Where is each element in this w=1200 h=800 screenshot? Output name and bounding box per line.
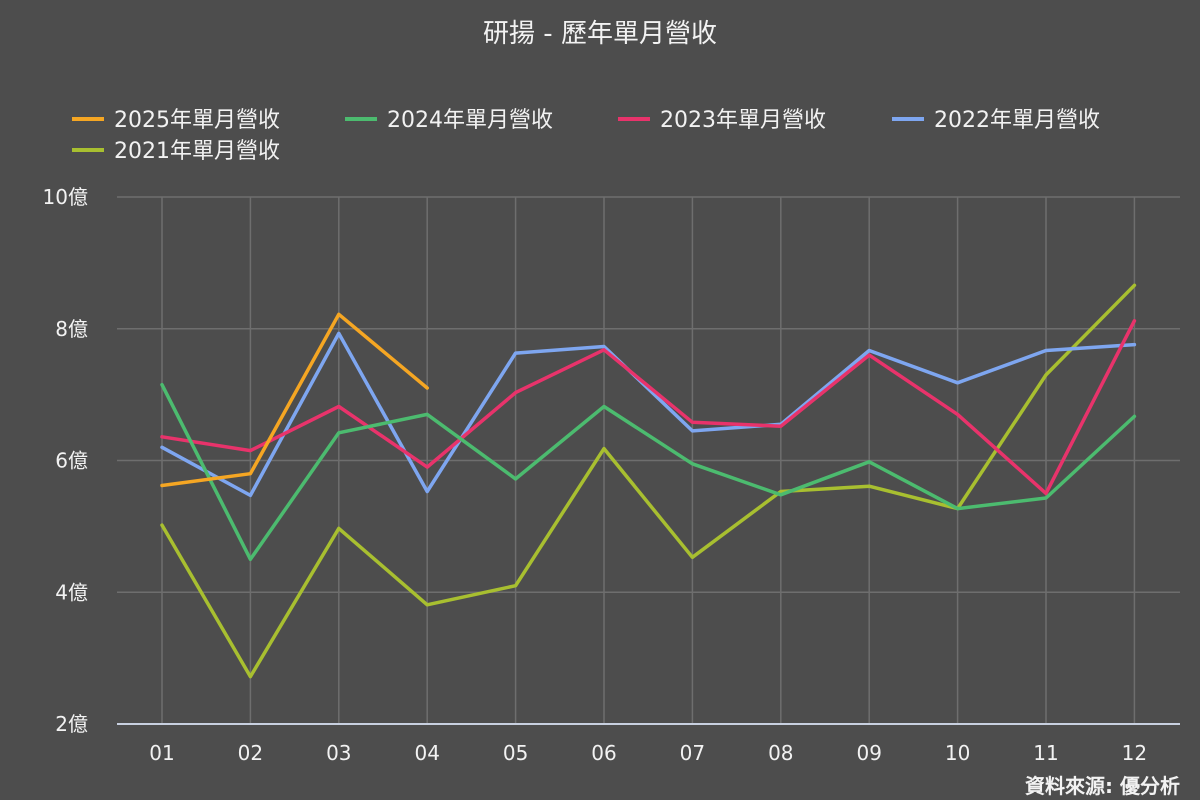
series-line-2025年單月營收 <box>160 312 429 488</box>
x-tick-label: 05 <box>503 741 528 765</box>
legend-label: 2021年單月營收 <box>114 139 280 164</box>
x-tick-label: 10 <box>945 741 970 765</box>
series-line-2024年單月營收 <box>160 382 1137 562</box>
grid-lines <box>117 196 1180 724</box>
series-line-2021年單月營收 <box>160 283 1137 679</box>
source-note: 資料來源: 優分析 <box>1025 774 1180 798</box>
y-tick-label: 8億 <box>55 317 88 341</box>
y-tick-label: 2億 <box>55 712 88 736</box>
x-tick-label: 11 <box>1033 741 1058 765</box>
legend: 2025年單月營收 2024年單月營收 2023年單月營收 2022年單月營收 2021… <box>72 108 1100 164</box>
legend-label: 2025年單月營收 <box>114 108 280 133</box>
x-tick-label: 12 <box>1122 741 1147 765</box>
x-tick-label: 03 <box>326 741 351 765</box>
y-tick-label: 6億 <box>55 449 88 473</box>
series-line-2023年單月營收 <box>160 319 1137 496</box>
y-axis-ticks: 2億 4億 6億 8億 10億 <box>43 185 88 736</box>
x-tick-label: 09 <box>856 741 881 765</box>
x-tick-label: 01 <box>149 741 174 765</box>
y-tick-label: 4億 <box>55 580 88 604</box>
x-tick-label: 07 <box>680 741 705 765</box>
series-lines <box>160 283 1137 679</box>
legend-label: 2022年單月營收 <box>934 108 1100 133</box>
x-axis-ticks: 01 02 03 04 05 06 07 08 09 10 11 12 <box>149 741 1147 765</box>
x-tick-label: 02 <box>238 741 263 765</box>
x-tick-label: 06 <box>591 741 616 765</box>
legend-label: 2024年單月營收 <box>387 108 553 133</box>
series-line-2022年單月營收 <box>160 331 1137 498</box>
x-tick-label: 08 <box>768 741 793 765</box>
legend-label: 2023年單月營收 <box>660 108 826 133</box>
y-tick-label: 10億 <box>43 185 88 209</box>
x-tick-label: 04 <box>414 741 439 765</box>
chart-title: 研揚 - 歷年單月營收 <box>483 19 717 49</box>
